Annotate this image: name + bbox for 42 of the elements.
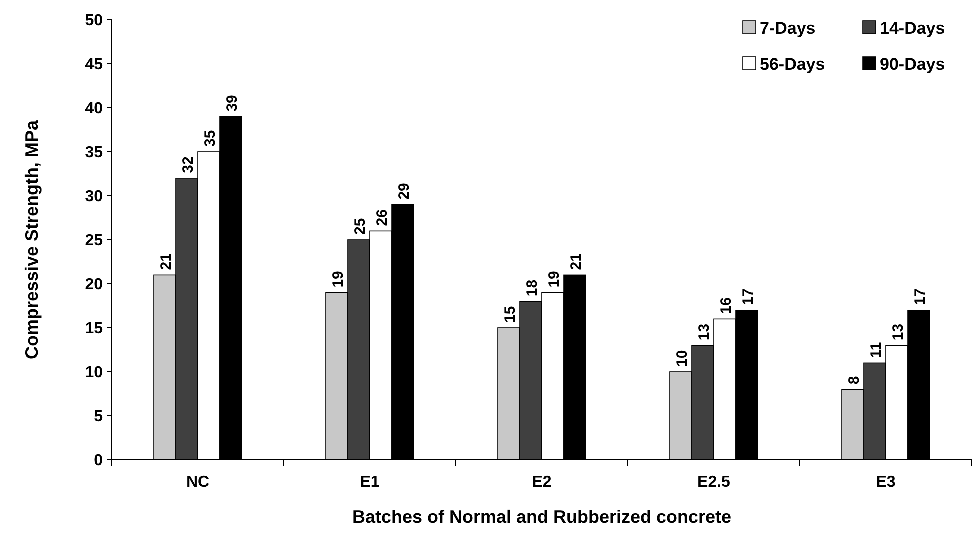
data-label: 17 (912, 288, 929, 306)
legend-label: 7-Days (760, 18, 816, 38)
data-label: 39 (224, 95, 241, 112)
x-tick-label: E3 (876, 474, 896, 491)
data-label: 13 (696, 324, 713, 341)
x-tick-label: E1 (360, 474, 380, 491)
y-tick-label: 0 (94, 452, 104, 470)
legend-label: 14-Days (880, 18, 946, 38)
data-label: 15 (502, 306, 519, 323)
x-tick-label: E2 (532, 474, 552, 491)
data-label: 35 (202, 130, 219, 147)
data-label: 21 (158, 254, 175, 270)
data-label: 10 (674, 350, 691, 367)
y-tick-label: 20 (85, 276, 104, 294)
data-label: 16 (718, 298, 735, 314)
y-tick-label: 15 (85, 320, 104, 338)
data-label: 26 (374, 210, 391, 226)
y-tick-label: 30 (85, 188, 104, 206)
data-label: 29 (396, 183, 413, 200)
y-tick-label: 25 (85, 232, 104, 250)
y-tick-label: 50 (85, 12, 104, 30)
data-label: 19 (546, 271, 563, 288)
y-tick-label: 35 (85, 144, 104, 162)
legend-label: 90-Days (880, 54, 946, 74)
x-axis-title: Batches of Normal and Rubberized concrete (352, 507, 732, 527)
x-tick-label: NC (186, 474, 210, 491)
legend-label: 56-Days (760, 54, 826, 74)
data-label: 8 (846, 376, 863, 385)
data-label: 19 (330, 271, 347, 288)
y-tick-label: 40 (85, 100, 104, 118)
data-label: 11 (868, 342, 885, 358)
y-axis-title: Compressive Strength, MPa (22, 119, 42, 360)
data-label: 25 (352, 218, 369, 235)
y-tick-label: 10 (85, 364, 104, 382)
data-label: 17 (740, 288, 757, 306)
y-tick-label: 45 (85, 56, 104, 74)
y-tick-label: 5 (94, 408, 104, 426)
data-label: 32 (180, 156, 197, 174)
data-label: 21 (568, 254, 585, 270)
x-tick-label: E2.5 (698, 474, 731, 491)
data-label: 18 (524, 280, 541, 297)
data-label: 13 (890, 324, 907, 341)
